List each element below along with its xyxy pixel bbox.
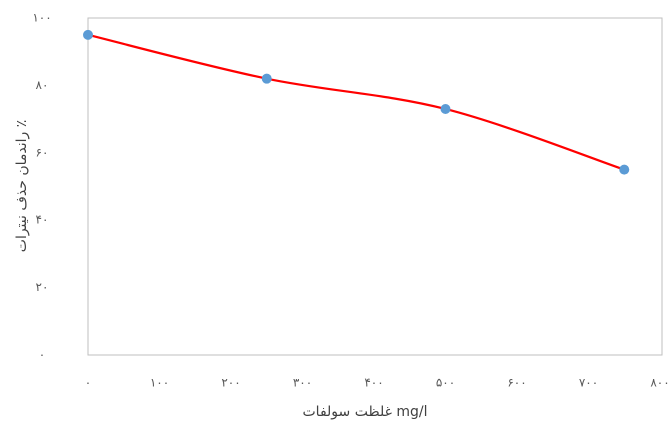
x-tick-label: ۱۰۰ — [150, 376, 169, 390]
x-axis-title: غلظت سولفات mg/l — [303, 404, 428, 420]
data-point — [619, 164, 630, 175]
x-tick-label: ۷۰۰ — [579, 376, 598, 390]
y-tick-label: ۸۰ — [36, 78, 49, 92]
y-tick-label: ۰ — [39, 348, 45, 362]
data-point — [83, 29, 93, 40]
x-tick-label: ۳۰۰ — [293, 376, 312, 390]
data-point — [440, 103, 451, 114]
x-tick-label: ۵۰۰ — [436, 376, 455, 390]
x-tick-label: ۶۰۰ — [507, 376, 526, 390]
plot-frame — [87, 17, 663, 356]
x-tick-label: ۲۰۰ — [221, 376, 240, 390]
data-point — [261, 73, 272, 84]
series-line — [87, 33, 625, 171]
y-tick-label: ۱۰۰ — [32, 11, 51, 25]
x-tick-label: ۸۰۰ — [650, 376, 669, 390]
y-axis-title: راندمان حذف نیترات ٪ — [14, 120, 30, 252]
x-tick-label: ۰ — [85, 376, 91, 390]
y-tick-label: ۶۰ — [36, 145, 49, 159]
y-tick-label: ۴۰ — [36, 213, 49, 227]
x-tick-label: ۴۰۰ — [364, 376, 383, 390]
y-tick-label: ۲۰ — [36, 280, 49, 294]
